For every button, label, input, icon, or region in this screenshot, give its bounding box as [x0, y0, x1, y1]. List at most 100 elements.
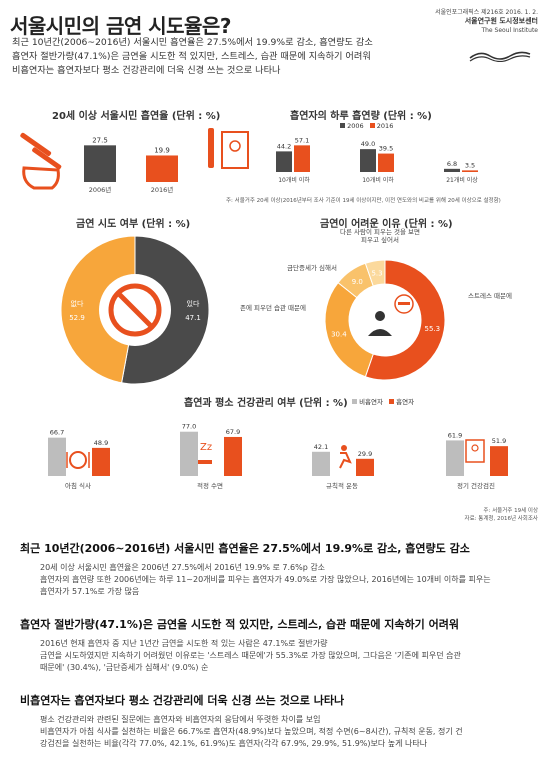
summary-line: 비흡연자가 아침 식사를 실천하는 비율은 66.7%로 흡연자(48.9%)보…: [40, 727, 463, 736]
legend-swatch-2016: [369, 123, 375, 128]
smoker-icon: [368, 294, 414, 336]
org-label: 서울연구원 도시정보센터: [464, 17, 538, 25]
daily-note: 주: 서울거주 20세 이상(2016년부터 조사 기준이 19세 이상이지만,…: [226, 198, 501, 204]
data-label: 9.0: [352, 278, 363, 286]
tick-label: 아침 식사: [65, 481, 91, 490]
chart-quit-attempt: 없다 52.9 있다 47.1: [60, 235, 210, 385]
data-label: 27.5: [92, 136, 108, 144]
data-label: 52.9: [69, 314, 85, 322]
summary-line: 흡연자가 57.1%로 가장 많음: [40, 587, 140, 596]
runner-icon: [339, 445, 352, 469]
meal-icon: [66, 451, 90, 469]
intro-text: 최근 10년간(2006~2016년) 서울시민 흡연율은 27.5%에서 19…: [12, 36, 432, 78]
intro-line: 비흡연자는 흡연자보다 평소 건강관리에 더욱 신경 쓰는 것으로 나타나: [12, 65, 281, 76]
tick-label: 적정 수면: [197, 481, 223, 490]
bar: [462, 170, 478, 172]
data-label: 61.9: [448, 431, 462, 439]
data-label: 77.0: [182, 423, 196, 431]
tick-label: 규칙적 운동: [326, 482, 358, 490]
bar: [446, 440, 464, 476]
data-label: 67.9: [226, 428, 240, 436]
bar: [84, 145, 116, 182]
bar: [444, 168, 460, 172]
pie-slice: [60, 235, 136, 384]
issue-label: 서울인포그래픽스 제216호 2016. 1. 2.: [435, 9, 538, 16]
summary-line: 흡연자의 흡연량 또한 2006년에는 하루 11~20개비를 피우는 흡연자가…: [40, 575, 491, 584]
tick-label: 10개비 이하: [362, 176, 394, 184]
bar: [312, 451, 330, 476]
slice-label: 피우고 싶어서: [361, 235, 399, 244]
legend-label-smoker: 흡연자: [396, 398, 415, 406]
donut-hole: [349, 284, 421, 356]
data-label: 49.0: [361, 140, 375, 148]
cigarette-hand-icon: [20, 132, 62, 190]
sleep-icon: Zz: [190, 442, 212, 464]
legend-swatch-nonsmoker: [352, 399, 357, 404]
infographic-poster: 서울시민의 금연 시도율은? 서울인포그래픽스 제216호 2016. 1. 2…: [10, 8, 538, 522]
summary-heading: 최근 10년간(2006~2016년) 서울시민 흡연율은 27.5%에서 19…: [20, 542, 470, 555]
data-label: 3.5: [465, 161, 475, 169]
summary-section: 최근 10년간(2006~2016년) 서울시민 흡연율은 27.5%에서 19…: [0, 526, 550, 777]
tick-label: 21개비 이상: [446, 176, 478, 184]
no-smoking-icon: [108, 283, 162, 337]
org-en-label: The Seoul Institute: [481, 27, 538, 34]
summary-body: 2016년 현재 흡연자 중 지난 1년간 금연을 시도한 적 있는 사람은 4…: [40, 638, 545, 674]
page-title: 서울시민의 금연 시도율은?: [10, 14, 231, 38]
bar: [276, 151, 292, 172]
legend-swatch-2006: [340, 123, 345, 128]
seoul-institute-logo-icon: [469, 51, 531, 62]
summary-line: 20세 이상 서울시민 흡연율은 2006년 27.5%에서 2016년 19.…: [40, 563, 326, 572]
tick-label: 2006년: [89, 185, 112, 194]
slice-label: 있다: [187, 299, 200, 308]
data-label: 66.7: [50, 429, 64, 437]
chart-smoking-rate: 27.5 2006년 19.9 2016년: [20, 132, 178, 194]
legend-label-2016: 2016: [376, 122, 394, 130]
data-label: 57.1: [295, 136, 309, 144]
summary-body: 20세 이상 서울시민 흡연율은 2006년 27.5%에서 2016년 19.…: [40, 562, 545, 598]
chart-smoking-rate-title: 20세 이상 서울시민 흡연율 (단위 : %): [52, 111, 221, 122]
data-label: 39.5: [379, 145, 393, 153]
data-label: 48.9: [94, 439, 108, 447]
legend-health: 비흡연자 흡연자: [352, 396, 414, 406]
bar: [180, 431, 198, 476]
legend-daily: 2006 2016: [340, 122, 393, 130]
data-label: 55.3: [425, 325, 441, 333]
summary-line: 때문에' (30.4%), '금단증세가 심해서' (9.0%) 순: [40, 663, 209, 672]
slice-label: 금단증세가 심해서: [287, 263, 337, 272]
slice-label: 기존에 피우던 습관 때문에: [240, 303, 306, 312]
chart-health-title: 흡연과 평소 건강관리 여부 (단위 : %): [184, 398, 348, 409]
data-label: 6.8: [447, 160, 457, 168]
chart-reasons-title: 금연이 어려운 이유 (단위 : %): [320, 219, 453, 230]
summary-heading: 흡연자 절반가량(47.1%)은 금연을 시도한 적 있지만, 스트레스, 습관…: [20, 618, 459, 631]
slice-label: 다른 사람이 피우는 것을 보면: [340, 228, 420, 236]
svg-text:Zz: Zz: [200, 442, 212, 453]
bar: [224, 436, 242, 476]
intro-line: 흡연자 절반가량(47.1%)은 금연을 시도한 적 있지만, 스트레스, 습관…: [12, 51, 371, 62]
data-label: 44.2: [277, 142, 291, 150]
data-label: 29.9: [358, 450, 372, 458]
tick-label: 2016년: [151, 185, 174, 194]
data-label: 47.1: [185, 314, 201, 322]
summary-line: 금연을 시도하였지만 지속하기 어려웠던 이유로는 '스트레스 때문에'가 55…: [40, 651, 461, 660]
data-label: 51.9: [492, 437, 506, 445]
bottom-note-2: 자료: 통계청, 2016년 사회조사: [464, 516, 538, 522]
slice-label: 없다: [71, 299, 84, 308]
legend-swatch-smoker: [389, 399, 395, 404]
data-label: 5.3: [371, 270, 382, 278]
summary-line: 2016년 현재 흡연자 중 지난 1년간 금연을 시도한 적 있는 사람은 4…: [40, 639, 328, 648]
data-label: 19.9: [154, 146, 170, 154]
slice-label: 스트레스 때문에: [468, 291, 512, 300]
cigarette-box-icon: [208, 128, 249, 169]
summary-heading: 비흡연자는 흡연자보다 평소 건강관리에 더욱 신경 쓰는 것으로 나타나: [20, 694, 345, 707]
publisher-info: 서울인포그래픽스 제216호 2016. 1. 2. 서울연구원 도시정보센터 …: [435, 8, 538, 35]
bar: [490, 446, 508, 476]
chart-daily-amount: 44.2 57.1 10개비 이하 49.0 39.5 10개비 이하 6.8 3.5 21개비…: [208, 128, 478, 184]
data-label: 30.4: [331, 330, 347, 338]
legend-label-2006: 2006: [347, 122, 364, 130]
bar: [356, 458, 374, 476]
chart-daily-amount-title: 흡연자의 하루 흡연량 (단위 : %): [290, 111, 432, 122]
bottom-note-1: 주: 서울거주 19세 이상: [483, 508, 538, 514]
intro-line: 최근 10년간(2006~2016년) 서울시민 흡연율은 27.5%에서 19…: [12, 37, 373, 48]
data-label: 42.1: [314, 443, 328, 451]
